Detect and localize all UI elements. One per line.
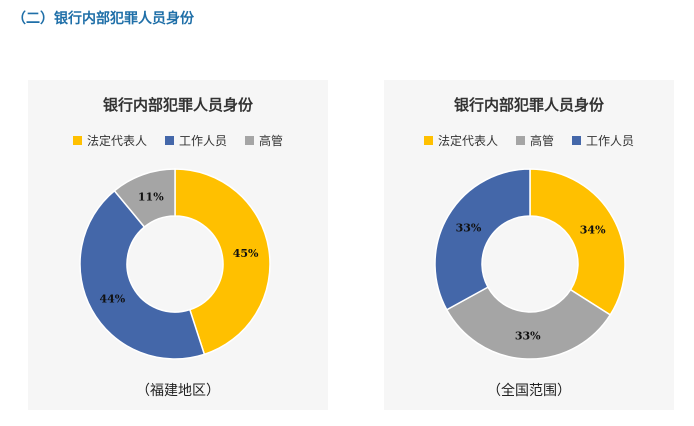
legend-swatch	[572, 136, 581, 145]
legend-label: 高管	[529, 134, 554, 148]
section-heading: （二）银行内部犯罪人员身份	[12, 11, 194, 27]
legend-label: 高管	[259, 134, 284, 148]
donut-slice	[529, 168, 626, 316]
slice-data-label: 33%	[515, 329, 541, 342]
legend-item: 工作人员	[164, 132, 227, 149]
donut-chart-fujian: 45% 44% 11%	[79, 168, 271, 360]
slice-data-label: 45%	[233, 247, 259, 260]
slice-data-label: 33%	[456, 222, 482, 235]
legend-item: 高管	[515, 132, 554, 149]
slice-data-label: 34%	[580, 224, 606, 237]
legend-item: 工作人员	[572, 132, 634, 149]
chart-caption: （福建地区）	[136, 383, 220, 399]
donut-slice	[445, 286, 612, 360]
legend-label: 法定代表人	[437, 134, 498, 148]
chart-title: 银行内部犯罪人员身份	[453, 96, 604, 114]
chart-legend: 法定代表人 工作人员 高管	[28, 132, 328, 149]
legend-item: 法定代表人	[72, 132, 147, 149]
donut-slice	[79, 189, 206, 360]
chart-panel-fujian: 银行内部犯罪人员身份 法定代表人 工作人员 高管 45% 44% 11% （福建地区…	[28, 80, 328, 410]
donut-slice	[174, 168, 271, 356]
legend-item: 高管	[245, 132, 283, 149]
chart-legend: 法定代表人 高管 工作人员	[384, 132, 674, 149]
chart-caption: （全国范围）	[487, 383, 571, 399]
legend-label: 工作人员	[178, 134, 227, 148]
donut-chart-national: 34% 33% 33%	[434, 168, 626, 360]
slice-data-label: 44%	[99, 292, 125, 305]
slice-data-label: 11%	[138, 191, 164, 204]
legend-label: 工作人员	[586, 134, 635, 148]
chart-panel-national: 银行内部犯罪人员身份 法定代表人 高管 工作人员 34% 33% 33% （全国范围…	[384, 80, 674, 410]
legend-item: 法定代表人	[423, 132, 498, 149]
legend-swatch	[164, 136, 174, 145]
legend-swatch	[245, 136, 254, 145]
legend-label: 法定代表人	[86, 134, 147, 148]
donut-slice	[113, 168, 176, 229]
legend-swatch	[515, 136, 525, 145]
donut-slice	[434, 168, 531, 311]
legend-swatch	[423, 136, 433, 145]
chart-title: 银行内部犯罪人员身份	[102, 96, 253, 114]
legend-swatch	[72, 136, 82, 145]
